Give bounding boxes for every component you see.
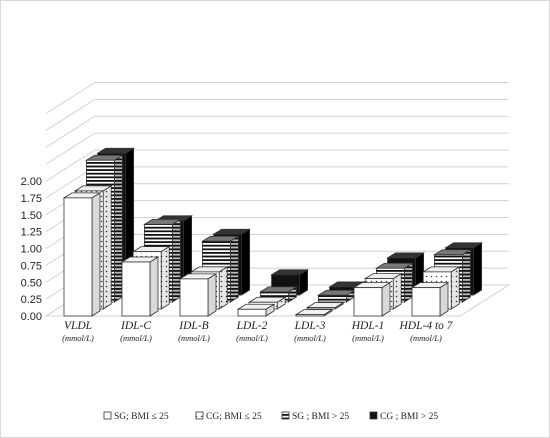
bar-front	[237, 308, 267, 317]
bar-side	[114, 154, 123, 303]
category-unit: (mmol/L)	[294, 333, 326, 343]
category-label: IDL-C	[120, 320, 151, 332]
legend-label: CG ; BMI > 25	[380, 412, 438, 422]
bar-side	[149, 256, 159, 317]
y-tick-label: 1.50	[21, 210, 42, 222]
gridline-side	[45, 98, 96, 131]
bar-3-5	[317, 289, 356, 303]
category-label: LDL-3	[294, 320, 326, 332]
bar-side	[218, 266, 228, 310]
legend-item: SG; BMI ≤ 25	[103, 411, 169, 422]
category-unit: (mmol/L)	[410, 333, 442, 343]
y-tick-label: 0.50	[21, 277, 42, 289]
bar-front	[295, 314, 325, 317]
category-unit: (mmol/L)	[352, 333, 384, 343]
bar-side	[381, 281, 391, 317]
bar-side	[439, 281, 449, 317]
y-tick-label: 1.25	[21, 227, 42, 239]
bar-side	[403, 262, 413, 303]
bar-side	[392, 272, 402, 310]
category-unit: (mmol/L)	[120, 333, 152, 343]
bar-1-1	[62, 192, 102, 317]
category-label: IDL-B	[178, 320, 208, 332]
category-unit: (mmol/L)	[236, 333, 268, 343]
bar-1-7	[410, 281, 450, 317]
bar-front	[121, 261, 151, 317]
bar-side	[461, 249, 471, 303]
legend-item: CG; BMI ≤ 25	[195, 411, 262, 422]
y-tick-label: 1.75	[21, 193, 42, 205]
y-tick-label: 0.75	[21, 260, 42, 272]
legend: SG; BMI ≤ 25 CG; BMI ≤ 25 SG ; BMI > 25 CG …	[103, 411, 438, 422]
bar-side	[229, 235, 239, 303]
gridline-side	[45, 149, 96, 182]
gridline-side	[45, 115, 96, 148]
category-unit: (mmol/L)	[178, 333, 210, 343]
bar-front	[63, 197, 93, 317]
y-axis: 0.00 0.25 0.50 0.75 1.00 1.25 1.50 1.75 2.00	[21, 176, 42, 323]
bar-2-5	[305, 301, 345, 310]
bar-1-3	[178, 273, 218, 317]
legend-swatch	[103, 411, 112, 420]
bar-front	[179, 278, 209, 317]
gridline-side	[45, 132, 96, 165]
bar-side	[91, 192, 101, 317]
legend-label: CG; BMI ≤ 25	[206, 412, 262, 422]
legend-swatch	[369, 411, 378, 420]
legend-swatch	[281, 411, 290, 420]
bars	[62, 147, 483, 317]
y-tick-label: 1.00	[21, 244, 42, 256]
y-tick-label: 2.00	[21, 176, 42, 188]
bar-1-6	[352, 281, 392, 317]
legend-item: CG ; BMI > 25	[369, 411, 438, 422]
bar-front	[306, 307, 336, 310]
legend-swatch	[195, 411, 204, 420]
bar-side	[450, 266, 460, 310]
bar-side	[207, 273, 217, 317]
bar-side	[171, 218, 181, 303]
y-tick-label: 0.00	[21, 311, 42, 323]
legend-label: SG ; BMI > 25	[292, 412, 349, 422]
category-label: VLDL	[64, 320, 92, 332]
bar-side	[241, 228, 251, 296]
x-axis: VLDL(mmol/L)IDL-C(mmol/L)IDL-B(mmol/L)LD…	[62, 320, 454, 343]
bar-side	[102, 185, 112, 310]
category-label: LDL-2	[236, 320, 268, 332]
bar-front	[353, 287, 383, 317]
legend-label: SG; BMI ≤ 25	[114, 412, 169, 422]
legend-item: SG ; BMI > 25	[281, 411, 349, 422]
bar-1-2	[120, 256, 160, 317]
gridline-side	[45, 82, 96, 114]
bar-1-5	[294, 308, 334, 317]
bar-1-4	[236, 303, 276, 317]
bar-front	[317, 294, 347, 303]
y-tick-label: 0.25	[21, 294, 42, 306]
category-label: HDL-4 to 7	[398, 320, 453, 332]
bar-side	[160, 245, 170, 310]
bar-front	[411, 287, 441, 317]
category-label: HDL-1	[351, 320, 385, 332]
bar-side	[473, 242, 483, 296]
category-unit: (mmol/L)	[62, 333, 94, 343]
